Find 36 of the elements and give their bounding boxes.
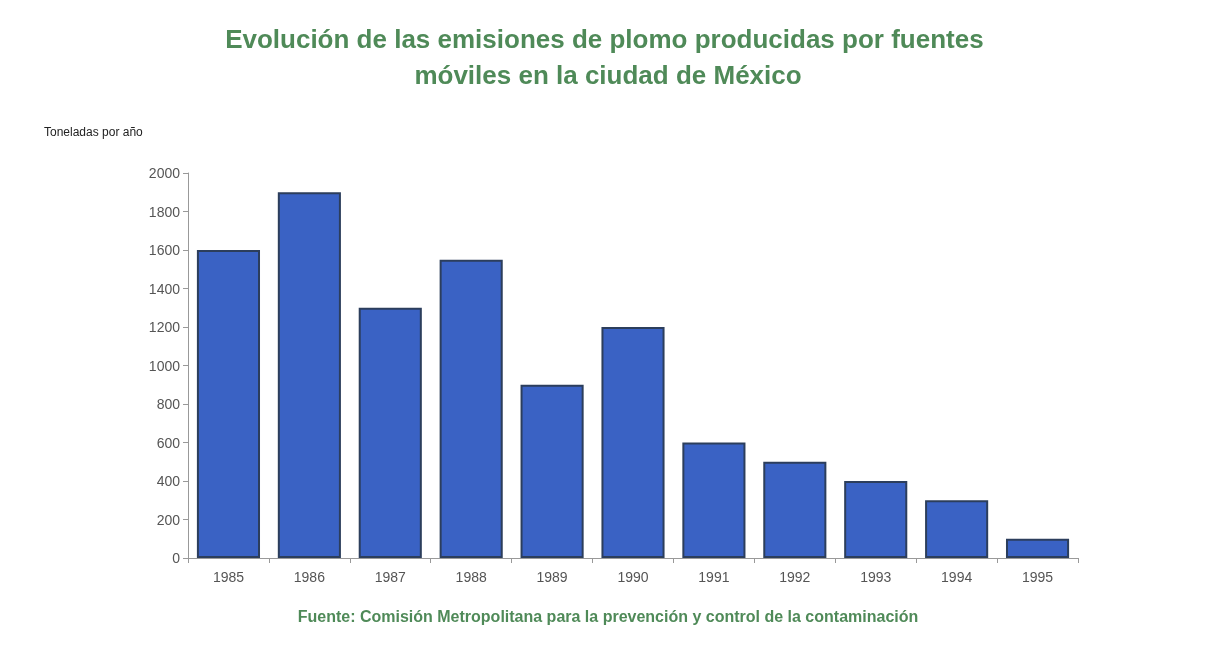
x-tick-label: 1985 xyxy=(212,569,245,585)
y-tick-label: 400 xyxy=(156,473,181,489)
x-tick-label: 1987 xyxy=(374,569,407,585)
bar xyxy=(358,307,422,558)
x-tick-label: 1994 xyxy=(941,569,973,585)
y-tick-label: 2000 xyxy=(148,165,181,181)
y-axis-title: Toneladas por año xyxy=(44,125,144,139)
bar xyxy=(1005,538,1070,558)
bar xyxy=(439,259,503,558)
chart-title: Evolución de las emisiones de plomo producidas por fuentes móviles en la ciudad de México xyxy=(225,24,991,90)
bar xyxy=(682,442,746,558)
x-tick-label: 1991 xyxy=(698,569,730,585)
bar xyxy=(196,250,261,558)
x-tick-label: 1993 xyxy=(860,569,892,585)
x-tick-label: 1986 xyxy=(293,569,326,585)
bar xyxy=(601,327,665,558)
y-tick-label: 1400 xyxy=(148,280,181,297)
y-tick-label: 200 xyxy=(156,511,181,528)
x-tick-label: 1990 xyxy=(617,569,649,585)
y-tick-label: 1600 xyxy=(148,242,181,258)
source-note: Fuente: Comisión Metropolitana para la prevención y control de la contaminación xyxy=(297,607,919,625)
bar xyxy=(844,481,908,558)
x-tick-label: 1992 xyxy=(779,569,811,585)
y-tick-label: 1000 xyxy=(148,357,181,374)
bar xyxy=(763,461,827,558)
bar xyxy=(520,384,584,558)
y-tick-label: 600 xyxy=(156,434,181,451)
bar xyxy=(277,192,341,558)
y-tick-label: 800 xyxy=(156,396,181,412)
bar xyxy=(925,500,989,558)
x-tick-label: 1988 xyxy=(455,569,487,585)
y-tick-label: 1800 xyxy=(148,203,181,220)
y-tick-label: 0 xyxy=(172,550,181,566)
x-tick-label: 1995 xyxy=(1021,569,1054,585)
y-tick-label: 1200 xyxy=(148,319,181,335)
x-tick-label: 1989 xyxy=(536,569,568,585)
